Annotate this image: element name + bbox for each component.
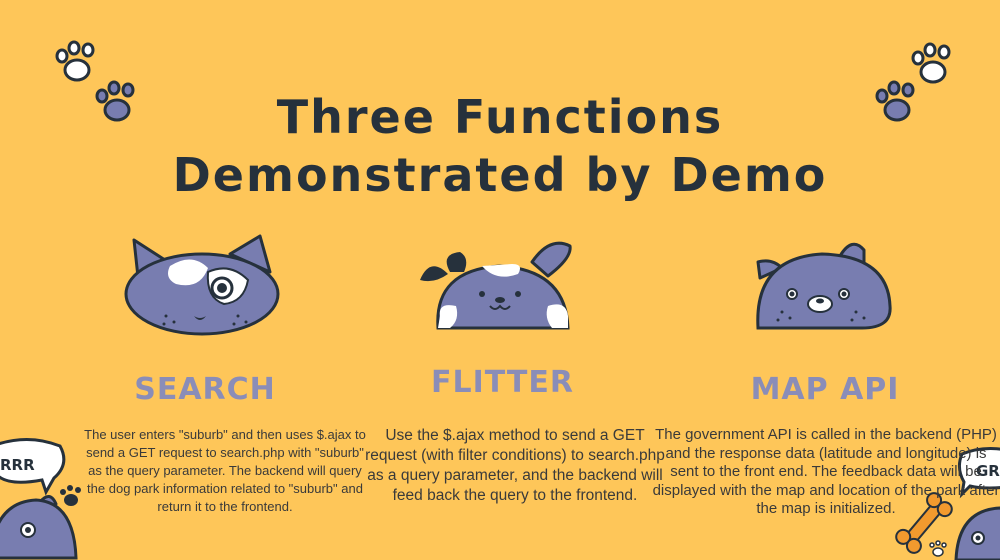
cat-icon	[954, 506, 1000, 560]
speech-bubble: GR	[957, 447, 1000, 499]
speech-bubble: RRR	[0, 437, 66, 496]
spotted-cat-icon	[124, 234, 280, 336]
dog-icon	[420, 241, 572, 330]
cat-icon	[0, 495, 78, 560]
paw-print-icon	[875, 80, 915, 122]
feature-description-flitter: Use the $.ajax method to send a GET requ…	[365, 427, 665, 504]
page-title: Three Functions Demonstrated by Demo	[0, 88, 1000, 204]
bubble-text-right: GR	[976, 462, 1000, 480]
paw-print-icon	[55, 40, 95, 82]
paw-print-icon	[929, 540, 947, 557]
paw-print-icon	[60, 485, 81, 506]
paw-print-icon	[911, 42, 951, 84]
feature-heading-flitter: FLITTER	[431, 365, 574, 400]
paw-print-icon	[95, 80, 135, 122]
feature-heading-map-api: MAP API	[750, 372, 900, 407]
bubble-text-left: RRR	[0, 456, 35, 474]
feature-description-map-api: The government API is called in the back…	[652, 426, 1000, 517]
title-line-2: Demonstrated by Demo	[172, 148, 828, 202]
bone-icon	[895, 492, 953, 554]
feature-heading-search: SEARCH	[134, 372, 276, 407]
feature-description-search: The user enters "suburb" and then uses $…	[84, 427, 366, 514]
cat-icon	[756, 242, 892, 330]
title-line-1: Three Functions	[276, 90, 724, 144]
